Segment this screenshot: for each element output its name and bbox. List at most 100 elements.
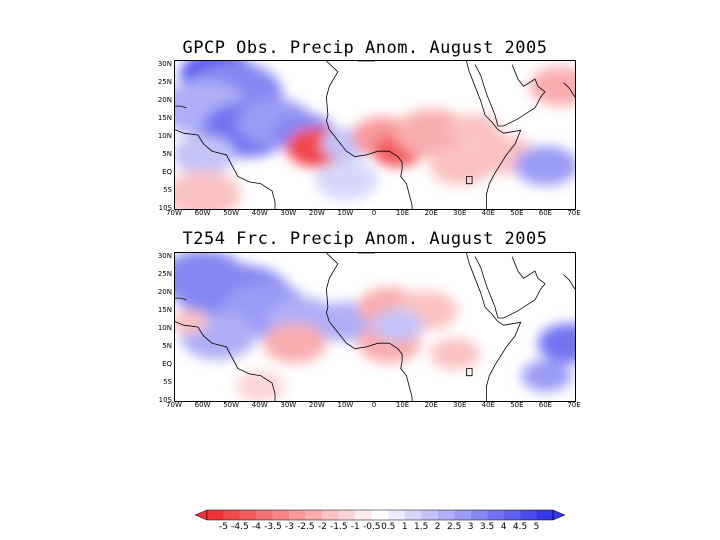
lon-tick-label: 60W — [194, 401, 211, 409]
lat-tick-label: 20N — [157, 287, 172, 296]
anomaly-blob — [529, 66, 575, 107]
coastline — [175, 105, 187, 109]
lon-tick-label: 10E — [395, 209, 410, 217]
coastline — [563, 82, 575, 98]
colorbar-segment — [355, 510, 372, 520]
lon-tick-label: 50W — [223, 401, 240, 409]
anomaly-field — [175, 253, 575, 401]
anomaly-blob — [315, 160, 378, 200]
colorbar-segment — [305, 510, 323, 520]
colorbar-segment — [256, 510, 273, 520]
lon-tick-label: 60E — [538, 401, 553, 409]
anomaly-blob — [521, 359, 572, 392]
anomaly-blob — [372, 309, 423, 342]
lat-tick-label: 30N — [157, 59, 172, 68]
lon-tick-label: 20W — [308, 209, 325, 217]
colorbar-label: -2.5 — [297, 522, 315, 532]
lat-tick-label: 15N — [157, 305, 172, 314]
lon-tick-label: 50E — [510, 209, 524, 217]
colorbar-label: 1.5 — [414, 522, 429, 532]
lat-tick-label: EQ — [162, 359, 172, 368]
anomaly-blob — [429, 338, 481, 370]
colorbar-label: 2 — [434, 522, 441, 532]
colorbar-label: -3.5 — [264, 522, 282, 532]
lat-tick-label: 25N — [157, 269, 172, 278]
lon-tick-label: 20W — [308, 401, 325, 409]
colorbar-label: -3 — [284, 522, 294, 532]
anomaly-blob — [515, 145, 575, 186]
coastline — [474, 64, 499, 127]
colorbar-label: 1 — [401, 522, 408, 532]
colorbar-label: -1 — [350, 522, 360, 532]
lon-tick-label: 0 — [371, 209, 377, 217]
lon-tick-label: 10W — [337, 209, 354, 217]
colorbar-label: -4.5 — [231, 522, 249, 532]
coastline — [466, 61, 522, 209]
lat-tick-label: 25N — [157, 77, 172, 86]
colorbar-label: 4 — [500, 522, 507, 532]
colorbar-label: -2 — [317, 522, 327, 532]
lon-tick-label: 20E — [424, 401, 438, 409]
colorbar-label: 3.5 — [479, 522, 495, 532]
colorbar-segment — [536, 510, 553, 520]
colorbar-segment — [503, 510, 521, 520]
coastline — [465, 176, 473, 185]
lon-tick-label: 50E — [510, 401, 524, 409]
lon-tick-label: 30E — [453, 209, 467, 217]
coastline — [465, 368, 473, 377]
coastline — [563, 274, 575, 290]
colorbar-segment — [437, 510, 455, 520]
coastline — [497, 270, 546, 319]
coastline — [325, 61, 413, 209]
coastline — [175, 297, 187, 301]
colorbar-segment — [289, 510, 306, 520]
coastline — [175, 321, 276, 401]
anomaly-blob — [263, 323, 327, 364]
colorbar-label: -1.5 — [330, 522, 348, 532]
colorbar-segment — [520, 510, 537, 520]
anomaly-blob — [175, 170, 242, 209]
lat-tick-label: 5N — [162, 149, 172, 158]
colorbar-label: -0.5 — [362, 522, 381, 532]
lat-tick-label: 10N — [157, 131, 172, 140]
lon-tick-label: 40E — [481, 401, 495, 409]
colorbar-label: -4 — [251, 522, 261, 532]
anomaly-blob — [175, 309, 209, 334]
colorbar-segment — [207, 510, 224, 520]
lon-tick-label: 60E — [538, 209, 553, 217]
colorbar-segment — [404, 510, 422, 520]
coastline — [325, 253, 413, 401]
lat-tick-label: 5S — [163, 377, 172, 386]
lon-tick-label: 40E — [481, 209, 495, 217]
map-title-model: T254 Frc. Precip Anom. August 2005 — [182, 229, 548, 249]
colorbar-scale — [195, 509, 565, 521]
lon-tick-label: 0 — [371, 401, 377, 409]
anomaly-field — [175, 61, 575, 209]
map-title-obs: GPCP Obs. Precip Anom. August 2005 — [182, 38, 548, 58]
coastline — [511, 64, 536, 87]
map-panel-obs — [174, 60, 576, 210]
lat-tick-label: 20N — [157, 95, 172, 104]
lat-tick-label: 15N — [157, 113, 172, 122]
colorbar-label: 5 — [533, 522, 540, 532]
colorbar-label: 2.5 — [446, 522, 462, 532]
colorbar: -5 -4.5 -4 -3.5 -3 -2.5 -2 -1.5 -1 -0.5 0.5 1 1.5 2 2.… — [195, 508, 565, 534]
anomaly-blob — [537, 323, 575, 364]
colorbar-label: 4.5 — [512, 522, 528, 532]
coastline — [175, 129, 276, 209]
colorbar-segment — [338, 510, 356, 520]
precip-map-model — [175, 253, 575, 401]
colorbar-segment — [322, 510, 339, 520]
coastline — [474, 256, 499, 319]
lon-tick-label: 70W — [166, 401, 182, 409]
coastline — [497, 78, 546, 127]
anomaly-blob — [235, 370, 286, 401]
lat-tick-label: EQ — [162, 167, 172, 176]
coastline — [511, 256, 536, 279]
lon-tick-label: 30W — [280, 209, 297, 217]
lon-tick-label: 30W — [280, 401, 297, 409]
lon-tick-label: 20E — [424, 209, 438, 217]
lon-tick-label: 70E — [567, 209, 581, 217]
colorbar-arrow-high — [552, 509, 565, 521]
